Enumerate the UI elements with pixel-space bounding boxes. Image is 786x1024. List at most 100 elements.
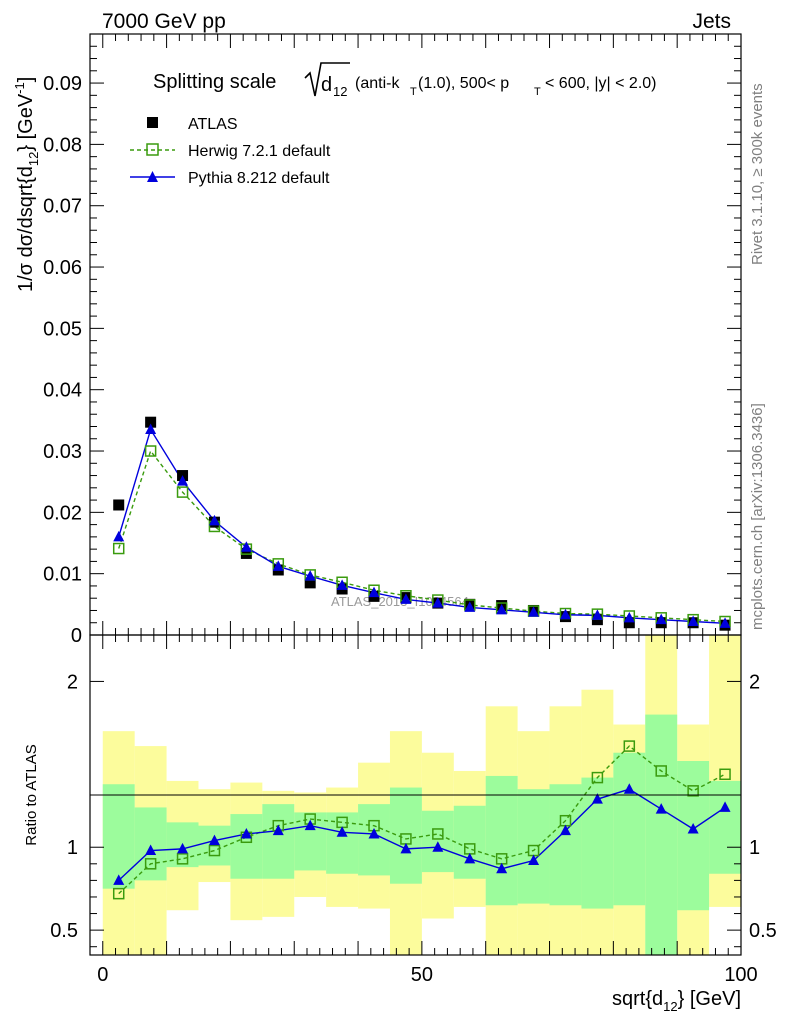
pythia-point-6 — [304, 570, 316, 581]
herwig-ratio-point-3 — [208, 844, 221, 857]
main-ytick-label-9: 0.09 — [43, 73, 82, 95]
main-ytick-label-5: 0.05 — [43, 318, 82, 340]
pythia-point-14 — [559, 608, 571, 620]
pythia-ratio-point-7 — [336, 826, 348, 837]
atlas-point-16 — [623, 617, 635, 629]
inner-band-16 — [613, 752, 646, 906]
atlas-point-6 — [304, 577, 316, 589]
pythia-ratio-point-8 — [368, 827, 380, 839]
main-ytick-label-0: 0 — [71, 625, 82, 647]
inner-band-8 — [358, 804, 390, 876]
pythia-point-16 — [623, 611, 635, 623]
herwig-ratio-point-0 — [112, 887, 125, 900]
pythia-point-4 — [240, 541, 252, 552]
title-cuts: (1.0), 500< p — [418, 75, 509, 92]
ratio-uncertainty-bands — [102, 635, 741, 955]
ratio-ytick-label-1: 1 — [67, 837, 78, 859]
pythia-ratio-point-11 — [464, 852, 476, 864]
ratio-ylabel: Ratio to ATLAS — [23, 744, 40, 845]
legend-marker-herwig — [146, 143, 159, 156]
pythia-ratio-point-9 — [400, 842, 412, 854]
legend-label-pythia: Pythia 8.212 default — [188, 170, 330, 187]
header-energy: 7000 GeV pp — [102, 10, 226, 33]
main-ytick-label-7: 0.07 — [43, 196, 82, 218]
pythia-point-19 — [719, 617, 731, 628]
pythia-ratio-point-14 — [559, 824, 571, 836]
main-ylabel: 1/σ dσ/dsqrt{d12} [GeV-1] — [12, 77, 41, 292]
herwig-point-1 — [144, 445, 157, 457]
ratio-ytick-label-right-2: 2 — [749, 671, 760, 693]
main-ytick-label-8: 0.08 — [43, 134, 82, 156]
pythia-ratio-point-17 — [655, 803, 667, 814]
legend: ATLAS Herwig 7.2.1 default Pythia 8.212 … — [130, 116, 331, 187]
pythia-point-5 — [272, 560, 284, 571]
pythia-ratio-point-5 — [272, 824, 284, 836]
pythia-ratio-point-15 — [591, 793, 603, 804]
pythia-ratio-point-10 — [432, 841, 444, 852]
herwig-ratio-point-10 — [432, 828, 444, 840]
atlas-point-1 — [145, 416, 157, 428]
herwig-ratio-point-19 — [719, 768, 731, 781]
inner-band-14 — [549, 784, 582, 906]
inner-band-12 — [485, 775, 518, 906]
herwig-ratio-point-15 — [591, 771, 604, 784]
title-d: d — [321, 74, 332, 96]
pythia-ratio-point-18 — [687, 822, 699, 834]
ratio-ytick-label-right-0: 0.5 — [749, 920, 777, 942]
pythia-point-18 — [687, 615, 699, 627]
herwig-ratio-point-17 — [655, 765, 667, 777]
main-ytick-label-1: 0.01 — [43, 564, 82, 586]
pythia-ratio-point-16 — [623, 783, 635, 794]
ratio-xtick-label-1: 50 — [411, 964, 433, 986]
ratio-ytick-label-0: 0.5 — [50, 920, 78, 942]
title-d-subscript: 12 — [333, 84, 347, 99]
inner-band-9 — [389, 787, 422, 884]
pythia-point-3 — [208, 514, 220, 526]
title-pt-subscript: T — [534, 86, 541, 98]
pythia-ratio-point-12 — [496, 862, 508, 874]
main-plot-series — [112, 416, 731, 631]
legend-marker-pythia — [147, 171, 158, 182]
pythia-ratio-point-2 — [177, 842, 189, 854]
herwig-point-0 — [112, 542, 125, 555]
atlas-point-0 — [113, 499, 125, 511]
main-ytick-label-3: 0.03 — [43, 441, 82, 463]
mcplots-label: mcplots.cern.ch [arXiv:1306.3436] — [749, 403, 766, 630]
inner-band-11 — [453, 805, 486, 879]
inner-band-4 — [230, 814, 263, 879]
pythia-point-7 — [336, 579, 348, 590]
inner-band-7 — [326, 812, 359, 874]
pythia-ratio-point-1 — [145, 844, 157, 856]
title-lead: Splitting scale — [153, 71, 276, 93]
pythia-ratio-point-19 — [719, 801, 731, 812]
ylabel-text: 1/σ dσ/dsqrt{d12} [GeV-1] — [12, 77, 41, 292]
ratio-plot-frame — [89, 634, 742, 956]
pythia-point-0 — [113, 530, 125, 542]
pythia-point-8 — [368, 586, 380, 598]
legend-marker-atlas — [147, 117, 158, 128]
herwig-ratio-point-2 — [176, 853, 189, 865]
rivet-label: Rivet 3.1.10, ≥ 300k events — [749, 83, 766, 265]
herwig-ratio-point-16 — [623, 740, 636, 752]
main-ytick-label-4: 0.04 — [43, 380, 82, 402]
pythia-point-15 — [591, 609, 603, 620]
pythia-ratio-point-6 — [304, 819, 316, 831]
inner-band-13 — [517, 789, 550, 904]
header-category: Jets — [692, 10, 731, 33]
legend-label-atlas: ATLAS — [188, 116, 238, 133]
inner-band-0 — [102, 784, 135, 889]
pythia-point-12 — [496, 603, 508, 615]
pythia-point-9 — [400, 593, 412, 604]
plot-title: Splitting scale d 12 (anti-k T (1.0), 50… — [153, 62, 657, 99]
herwig-ratio-point-1 — [144, 858, 157, 870]
title-algo: (anti-k — [355, 75, 400, 92]
pythia-point-1 — [145, 423, 157, 435]
inner-band-5 — [262, 804, 295, 879]
pythia-ratio-line — [118, 788, 726, 881]
herwig-ratio-point-18 — [687, 785, 699, 797]
pythia-ratio-point-4 — [240, 827, 252, 839]
inner-band-19 — [709, 780, 741, 874]
title-tail: < 600, |y| < 2.0) — [545, 75, 657, 92]
ratio-xtick-label-0: 0 — [97, 964, 108, 986]
